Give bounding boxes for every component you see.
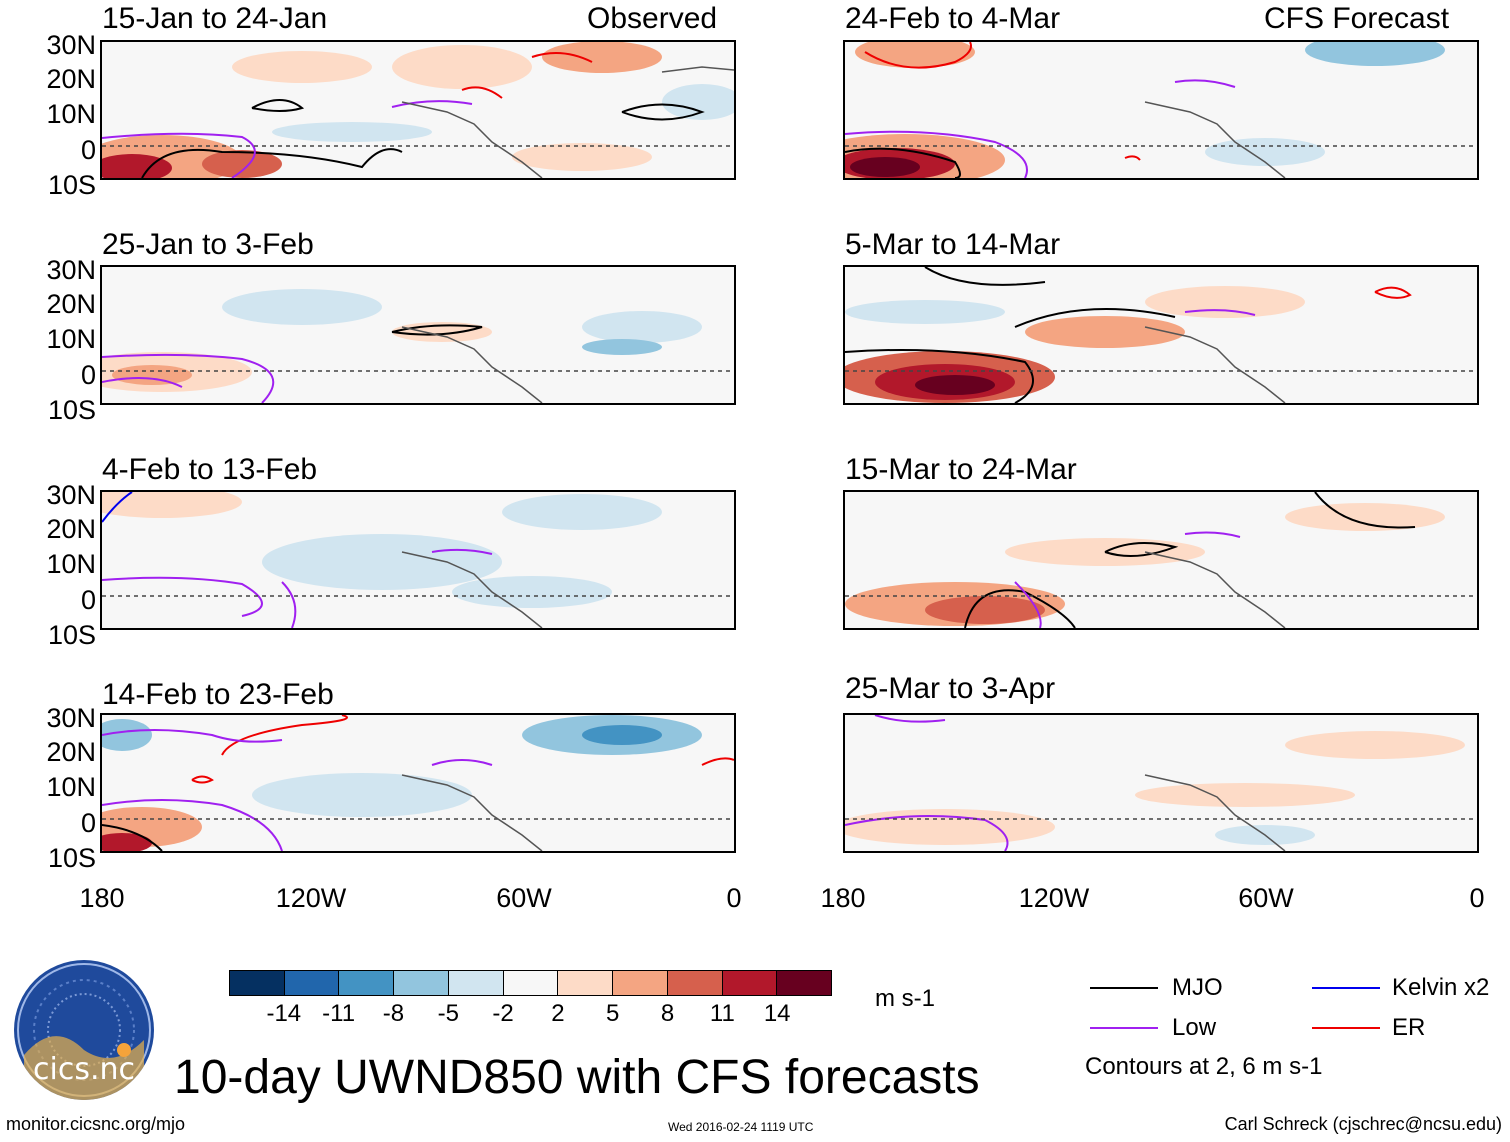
- x-tick-120w-left: 120W: [275, 883, 347, 913]
- legend-er-line: [1312, 1027, 1380, 1029]
- footer-url[interactable]: monitor.cicsnc.org/mjo: [6, 1114, 186, 1134]
- y-tick-label: 0: [80, 808, 96, 838]
- colorbar-label: -5: [437, 1000, 459, 1027]
- colorbar-swatch: [448, 971, 504, 995]
- y-tick-label: 30N: [46, 480, 96, 510]
- y-tick-label: 20N: [46, 514, 96, 544]
- observed-label: Observed: [587, 2, 718, 35]
- colorbar-swatch: [284, 971, 340, 995]
- y-tick-label: 0: [80, 135, 96, 165]
- panel-title-fc-2: 5-Mar to 14-Mar: [845, 228, 1061, 261]
- colorbar-swatch: [230, 971, 285, 995]
- colorbar-label: -8: [382, 1000, 405, 1027]
- map-panel-obs-2: [100, 265, 736, 405]
- colorbar-swatch: [558, 971, 614, 995]
- colorbar-swatch: [339, 971, 395, 995]
- map-panel-obs-3: [100, 490, 736, 630]
- x-tick-0-right: 0: [1469, 883, 1485, 913]
- forecast-label: CFS Forecast: [1264, 2, 1450, 35]
- colorbar-label: 8: [660, 1000, 675, 1027]
- colorbar: [229, 970, 832, 996]
- map-panel-obs-1: [100, 40, 736, 180]
- panel-title-fc-4: 25-Mar to 3-Apr: [845, 672, 1056, 705]
- colorbar-label: -14: [266, 1000, 302, 1027]
- y-tick-label: 30N: [46, 30, 96, 60]
- x-tick-180-right: 180: [820, 883, 866, 913]
- anomaly-shading: [102, 42, 734, 178]
- legend-mjo-line: [1090, 987, 1158, 989]
- x-tick-60w-left: 60W: [496, 883, 552, 913]
- colorbar-units: m s-1: [875, 985, 935, 1012]
- logo-text: cics.nc: [33, 1052, 135, 1087]
- colorbar-label: 5: [606, 1000, 620, 1027]
- y-tick-label: 10S: [47, 620, 96, 650]
- panel-title-obs-3: 4-Feb to 13-Feb: [102, 453, 318, 486]
- legend-low-label: Low: [1172, 1014, 1217, 1041]
- main-title: 10-day UWND850 with CFS forecasts: [174, 1051, 980, 1104]
- legend-mjo-label: MJO: [1172, 974, 1223, 1001]
- x-tick-0-left: 0: [726, 883, 742, 913]
- panel-title-obs-2: 25-Jan to 3-Feb: [102, 228, 314, 261]
- contour-note: Contours at 2, 6 m s-1: [1085, 1053, 1323, 1080]
- y-tick-label: 10N: [46, 772, 96, 802]
- colorbar-swatch: [722, 971, 778, 995]
- legend-kelvin-label: Kelvin x2: [1392, 974, 1490, 1001]
- y-tick-label: 10S: [47, 395, 96, 425]
- map-panel-fc-1: [843, 40, 1479, 180]
- colorbar-label: -11: [322, 1000, 356, 1027]
- legend-kelvin-line: [1312, 987, 1380, 989]
- panel-title-obs-1: 15-Jan to 24-Jan: [102, 2, 328, 35]
- footer-timestamp: Wed 2016-02-24 1119 UTC: [668, 1120, 814, 1134]
- x-tick-180-left: 180: [79, 883, 125, 913]
- colorbar-label: -2: [492, 1000, 514, 1027]
- footer-author: Carl Schreck (cjschrec@ncsu.edu): [1224, 1114, 1502, 1134]
- colorbar-label: 2: [551, 1000, 565, 1027]
- y-tick-label: 30N: [46, 255, 96, 285]
- colorbar-swatch: [667, 971, 723, 995]
- colorbar-label: 14: [763, 1000, 791, 1027]
- legend-low-line: [1090, 1027, 1158, 1029]
- y-tick-label: 10N: [46, 324, 96, 354]
- x-tick-120w-right: 120W: [1018, 883, 1090, 913]
- y-tick-label: 0: [80, 360, 96, 390]
- y-tick-label: 0: [80, 585, 96, 615]
- y-tick-label: 20N: [46, 737, 96, 767]
- map-panel-fc-2: [843, 265, 1479, 405]
- y-tick-label: 10S: [47, 843, 96, 873]
- panel-title-obs-4: 14-Feb to 23-Feb: [102, 678, 334, 711]
- colorbar-swatch: [394, 971, 449, 995]
- map-panel-fc-3: [843, 490, 1479, 630]
- panel-title-fc-1: 24-Feb to 4-Mar: [845, 2, 1061, 35]
- x-tick-60w-right: 60W: [1238, 883, 1294, 913]
- cics-logo: cics.nc: [14, 960, 154, 1100]
- panel-title-fc-3: 15-Mar to 24-Mar: [845, 453, 1077, 486]
- legend-er-label: ER: [1392, 1014, 1426, 1041]
- colorbar-swatch: [613, 971, 668, 995]
- y-tick-label: 10N: [46, 99, 96, 129]
- map-panel-obs-4: [100, 713, 736, 853]
- colorbar-swatch: [503, 971, 559, 995]
- y-tick-label: 30N: [46, 703, 96, 733]
- y-tick-label: 10N: [46, 549, 96, 579]
- map-panel-fc-4: [843, 713, 1479, 853]
- colorbar-swatch: [777, 971, 832, 995]
- y-tick-label: 20N: [46, 289, 96, 319]
- colorbar-label: 11: [709, 1000, 735, 1027]
- y-tick-label: 20N: [46, 64, 96, 94]
- y-tick-label: 10S: [47, 170, 96, 200]
